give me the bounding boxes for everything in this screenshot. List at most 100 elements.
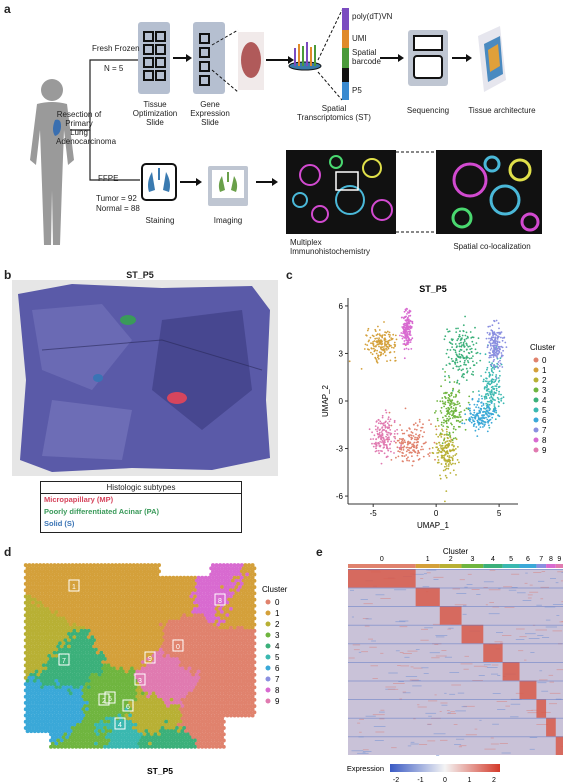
spatial-spot: [185, 594, 190, 599]
spatial-spot: [146, 569, 151, 574]
umap-point-cluster-1: [391, 346, 393, 349]
spatial-spot: [221, 613, 226, 618]
spatial-spot: [56, 619, 61, 624]
spatial-spot: [99, 707, 104, 712]
spatial-spot: [88, 650, 93, 655]
spatial-spot: [68, 679, 73, 683]
spatial-spot: [101, 635, 106, 640]
spatial-spot: [130, 603, 134, 608]
spatial-spot: [131, 575, 136, 580]
spatial-spot: [252, 566, 257, 571]
spatial-spot: [77, 663, 82, 668]
umap-point-cluster-7: [501, 366, 504, 368]
umap-point-cluster-8: [407, 323, 409, 325]
spatial-spot: [171, 575, 176, 580]
spatial-spot: [225, 607, 230, 611]
spatial-spot: [128, 719, 133, 724]
spatial-spot: [180, 666, 185, 671]
spatial-spot: [239, 632, 244, 636]
spatial-spot: [85, 600, 89, 605]
spatial-spot: [160, 613, 165, 618]
spatial-spot: [178, 694, 183, 699]
spatial-spot: [142, 713, 147, 718]
spatial-spot: [97, 585, 102, 590]
spatial-spot: [77, 657, 82, 662]
umap-point-cluster-8: [405, 337, 408, 340]
spatial-spot: [103, 607, 107, 611]
spatial-spot: [166, 685, 170, 690]
spatial-spot: [211, 713, 215, 718]
umap-point-cluster-7: [490, 363, 493, 366]
spatial-spot: [83, 603, 88, 608]
spatial-spot: [122, 660, 127, 665]
spatial-spot: [104, 660, 109, 665]
spatial-spot: [236, 632, 241, 636]
spatial-spot: [77, 675, 82, 680]
spatial-spot: [65, 572, 70, 577]
umap-point-cluster-1: [378, 339, 381, 342]
umap-point-cluster-3: [444, 415, 447, 417]
spatial-spot: [196, 625, 201, 630]
umap-point-cluster-1: [380, 351, 382, 354]
spatial-spot: [196, 682, 201, 687]
spatial-spot: [173, 578, 178, 583]
spatial-spot: [40, 710, 44, 715]
spatial-spot: [223, 578, 228, 583]
umap-point-cluster-8: [403, 340, 406, 342]
spatial-spot: [248, 635, 253, 640]
umap-point-cluster-3: [445, 397, 447, 400]
spatial-spot: [218, 594, 223, 599]
spatial-spot: [95, 569, 100, 574]
umap-point-cluster-1: [395, 338, 398, 341]
spatial-spot: [43, 647, 48, 652]
spatial-spot: [238, 597, 242, 602]
spatial-spot: [200, 607, 205, 611]
spatial-spot: [194, 672, 199, 677]
spatial-spot: [169, 704, 174, 709]
spatial-spot: [38, 694, 43, 699]
spatial-spot: [207, 700, 212, 705]
umap-point-cluster-9: [388, 443, 391, 446]
spatial-spot: [27, 594, 32, 599]
spatial-spot: [108, 585, 113, 590]
spatial-spot: [76, 672, 80, 677]
spatial-spot: [32, 591, 37, 596]
spatial-spot: [230, 660, 235, 665]
umap-point-cluster-1: [385, 331, 388, 334]
spatial-spot: [27, 607, 32, 611]
umap-point-cluster-0: [418, 458, 421, 460]
spatial-spot: [225, 688, 230, 693]
spatial-spot: [59, 644, 64, 649]
spatial-spot: [203, 638, 208, 643]
spatial-spot: [70, 663, 75, 668]
spatial-spot: [61, 572, 66, 577]
spatial-spot: [38, 700, 43, 705]
spatial-spot: [146, 688, 151, 693]
umap-point-cluster-0: [400, 441, 403, 443]
spatial-spot: [203, 575, 208, 580]
spatial-spot: [148, 685, 152, 690]
spatial-spot: [81, 669, 86, 674]
spatial-spot: [230, 635, 235, 640]
spatial-spot: [162, 641, 167, 646]
spatial-spot: [225, 644, 230, 649]
spatial-spot: [149, 707, 154, 712]
spatial-spot: [236, 625, 241, 630]
spatial-spot: [182, 619, 187, 624]
spatial-spot: [205, 697, 210, 702]
spatial-spot: [70, 688, 75, 693]
spatial-spot: [90, 654, 95, 658]
spatial-spot: [92, 694, 97, 699]
umap-point-cluster-1: [380, 341, 383, 343]
spatial-spot: [92, 688, 97, 693]
umap-point-cluster-3: [453, 415, 456, 417]
umap-point-cluster-6: [473, 409, 476, 412]
spatial-spot: [252, 685, 257, 690]
spatial-spot: [155, 572, 160, 577]
spatial-spot: [248, 566, 253, 571]
spatial-spot: [34, 675, 39, 680]
spatial-spot: [230, 597, 235, 602]
umap-point-cluster-5: [491, 380, 494, 383]
barcode-umi: [342, 30, 349, 48]
spatial-spot: [29, 578, 34, 583]
